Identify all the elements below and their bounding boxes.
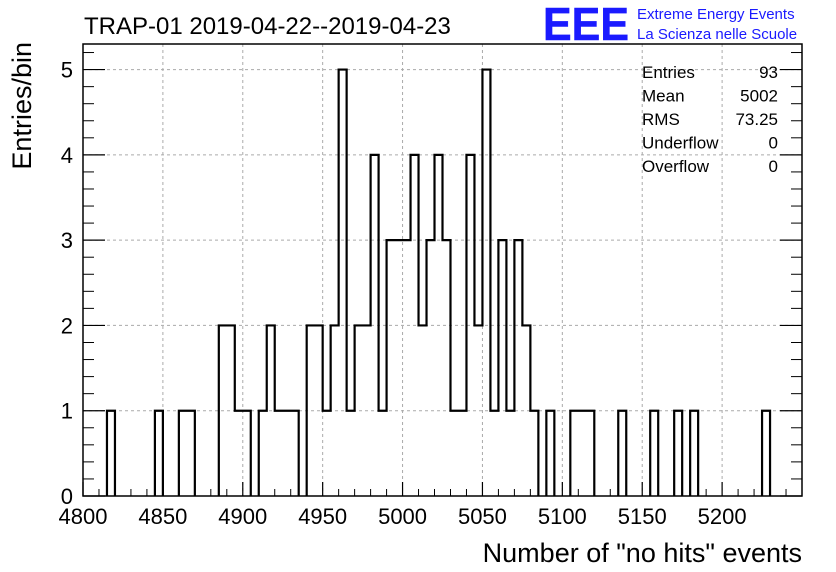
y-tick-label: 0 bbox=[61, 484, 73, 509]
histogram-bin-group bbox=[673, 409, 684, 496]
stats-box: Entries 93 Mean 5002 RMS 73.25 Underflow 0 Overf… bbox=[642, 63, 778, 176]
x-tick-label: 4900 bbox=[218, 504, 267, 529]
eee-logo: EEE bbox=[543, 0, 629, 50]
stats-value: 93 bbox=[759, 63, 778, 82]
stats-label: Overflow bbox=[642, 157, 710, 176]
y-tick-label: 5 bbox=[61, 58, 73, 83]
y-axis-label: Entries/bin bbox=[7, 42, 37, 170]
stats-value: 73.25 bbox=[735, 110, 778, 129]
y-tick-label: 2 bbox=[61, 313, 73, 338]
x-tick-label: 5150 bbox=[618, 504, 667, 529]
histogram-bin-group bbox=[305, 68, 540, 496]
grid bbox=[83, 44, 802, 496]
stats-value: 0 bbox=[769, 157, 778, 176]
plot-frame bbox=[82, 43, 803, 497]
x-tick-label: 5000 bbox=[378, 504, 427, 529]
histogram-bin-group bbox=[217, 324, 252, 496]
histogram-bin-group bbox=[257, 324, 300, 496]
chart-title: TRAP-01 2019-04-22--2019-04-23 bbox=[84, 13, 451, 40]
histogram-bin-group bbox=[760, 409, 772, 496]
x-tick-label: 5100 bbox=[538, 504, 587, 529]
stats-label: Entries bbox=[642, 63, 695, 82]
histogram-bin-group bbox=[177, 409, 196, 496]
stats-value: 5002 bbox=[740, 87, 778, 106]
x-axis-label: Number of "no hits" events bbox=[483, 538, 802, 568]
stats-label: Mean bbox=[642, 87, 685, 106]
x-tick-label: 4850 bbox=[138, 504, 187, 529]
histogram-bin-group bbox=[153, 409, 164, 496]
histogram-bin-group bbox=[689, 409, 700, 496]
stats-value: 0 bbox=[769, 134, 778, 153]
y-tick-label: 3 bbox=[61, 228, 73, 253]
y-tick-label: 1 bbox=[61, 399, 73, 424]
axis-ticks bbox=[82, 52, 802, 497]
x-tick-label: 4950 bbox=[298, 504, 347, 529]
histogram-bin-group bbox=[545, 409, 556, 496]
x-tick-label: 5200 bbox=[698, 504, 747, 529]
stats-label: Underflow bbox=[642, 134, 719, 153]
x-tick-label: 4800 bbox=[59, 504, 108, 529]
histogram-bars bbox=[105, 68, 772, 496]
tick-labels: 4800 4850 4900 4950 5000 5050 5100 5150 5200 0 1 2 3… bbox=[59, 58, 747, 529]
x-tick-label: 5050 bbox=[458, 504, 507, 529]
histogram-bin-group bbox=[105, 409, 117, 496]
histogram-bin-group bbox=[617, 409, 628, 496]
histogram-bin-group bbox=[569, 409, 596, 496]
histogram-bin-group bbox=[649, 409, 660, 496]
logo-line-2: La Scienza nelle Scuole bbox=[637, 26, 797, 43]
stats-label: RMS bbox=[642, 110, 680, 129]
y-tick-label: 4 bbox=[61, 143, 73, 168]
logo-line-1: Extreme Energy Events bbox=[637, 6, 795, 23]
